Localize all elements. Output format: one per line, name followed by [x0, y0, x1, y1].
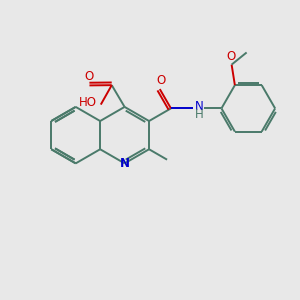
Text: HO: HO	[79, 96, 97, 109]
Text: O: O	[85, 70, 94, 83]
Text: N: N	[120, 157, 130, 170]
Text: H: H	[195, 108, 203, 122]
Text: N: N	[195, 100, 203, 113]
Text: O: O	[226, 50, 236, 63]
Text: O: O	[157, 74, 166, 87]
